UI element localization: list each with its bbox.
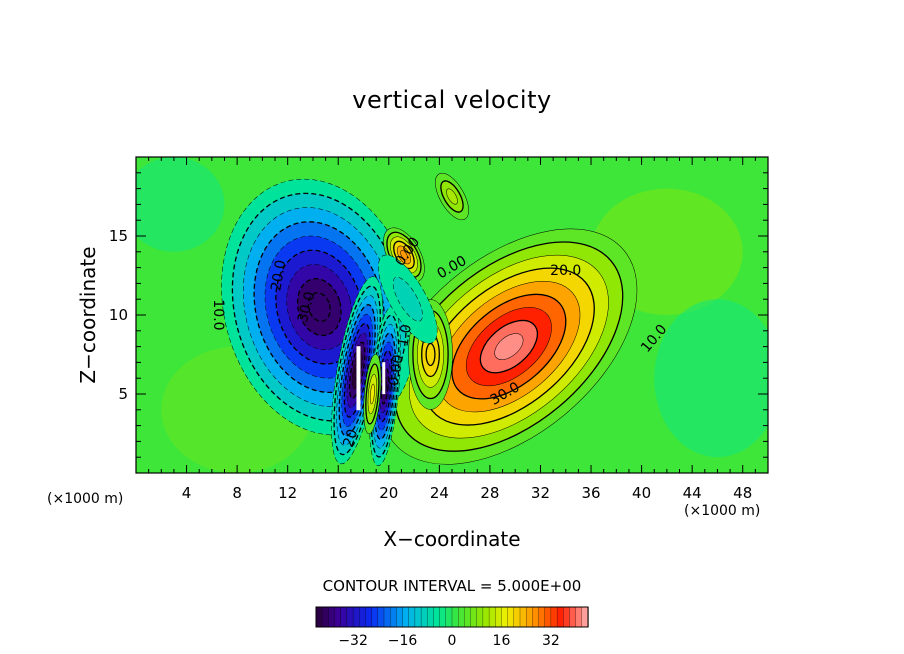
contour-region xyxy=(494,333,524,360)
y-tick-label: 10 xyxy=(109,306,128,324)
x-unit-right: (×1000 m) xyxy=(684,503,761,519)
colorbar-swatch xyxy=(569,606,577,628)
x-tick-label: 16 xyxy=(329,484,348,502)
contour-label: 20.0 xyxy=(550,263,581,279)
colorbar-swatch xyxy=(519,606,527,628)
x-tick-label: 24 xyxy=(430,484,449,502)
colorbar-swatch xyxy=(470,606,478,628)
colorbar-swatch xyxy=(575,606,583,628)
colorbar-tick-label: 32 xyxy=(542,633,560,649)
colorbar-frame xyxy=(315,606,589,628)
colorbar-swatch xyxy=(414,606,422,628)
colorbar-swatch xyxy=(371,606,379,628)
colorbar-swatch xyxy=(513,606,521,628)
colorbar-swatch xyxy=(556,606,564,628)
colorbar-swatch xyxy=(550,606,558,628)
y-tick-label: 15 xyxy=(109,227,128,245)
colorbar-swatch xyxy=(315,606,323,628)
colorbar-swatch xyxy=(526,606,534,628)
colorbar-swatch xyxy=(458,606,466,628)
colorbar-swatch xyxy=(359,606,367,628)
x-tick-label: 28 xyxy=(480,484,499,502)
x-axis-label: X−coordinate xyxy=(383,527,521,551)
colorbar-swatch xyxy=(464,606,472,628)
x-tick-label: 32 xyxy=(531,484,550,502)
colorbar-swatch xyxy=(488,606,496,628)
colorbar-swatch xyxy=(420,606,428,628)
colorbar-swatch xyxy=(538,606,546,628)
colorbar-swatch xyxy=(433,606,441,628)
contour-region xyxy=(392,276,423,322)
x-tick-label: 44 xyxy=(683,484,702,502)
contour-label: 20 xyxy=(340,427,361,449)
x-tick-label: 12 xyxy=(278,484,297,502)
colorbar-tick-label: 0 xyxy=(448,633,457,649)
colorbar-swatch xyxy=(507,606,515,628)
contour-region xyxy=(446,188,458,205)
colorbar-swatch xyxy=(396,606,404,628)
contour-label: 0.00 xyxy=(386,354,407,387)
colorbar-swatch xyxy=(334,606,342,628)
x-tick-label: 8 xyxy=(232,484,242,502)
x-tick-label: 36 xyxy=(581,484,600,502)
colorbar-swatch xyxy=(322,606,330,628)
colorbar-swatch xyxy=(581,606,589,628)
colorbar-tick-label: −32 xyxy=(338,633,368,649)
x-tick-label: 20 xyxy=(379,484,398,502)
colorbar-swatch xyxy=(328,606,336,628)
contour-region xyxy=(400,250,408,260)
x-tick-label: 40 xyxy=(632,484,651,502)
colorbar-swatch xyxy=(346,606,354,628)
colorbar-tick-label: 16 xyxy=(493,633,511,649)
colorbar-swatch xyxy=(451,606,459,628)
colorbar-swatch xyxy=(340,606,348,628)
contour-label: 20.0 xyxy=(268,259,289,292)
colorbar-swatch xyxy=(495,606,503,628)
colorbar-swatch xyxy=(383,606,391,628)
colorbar-swatch xyxy=(532,606,540,628)
field-anomaly xyxy=(136,157,225,252)
colorbar-swatch xyxy=(377,606,385,628)
colorbar-swatch xyxy=(501,606,509,628)
colorbar-tick-label: −16 xyxy=(388,633,418,649)
colorbar-swatch xyxy=(408,606,416,628)
colorbar-swatch xyxy=(352,606,360,628)
contour-label: 1.0 xyxy=(395,323,415,348)
colorbar-swatch xyxy=(365,606,373,628)
contour-region xyxy=(425,342,436,367)
colorbar-swatch xyxy=(390,606,398,628)
colorbar-swatch xyxy=(439,606,447,628)
contour-region xyxy=(307,292,331,322)
saturated-core xyxy=(382,362,386,395)
colorbar-swatch xyxy=(544,606,552,628)
contour-label: 30.0 xyxy=(295,290,319,324)
x-tick-label: 4 xyxy=(182,484,192,502)
colorbar-swatch xyxy=(476,606,484,628)
colorbar-swatch xyxy=(427,606,435,628)
x-unit-left: (×1000 m) xyxy=(47,491,124,507)
x-tick-label: 48 xyxy=(733,484,752,502)
contour-region xyxy=(369,383,375,405)
contour-label: 10.0 xyxy=(210,299,226,330)
chart-title: vertical velocity xyxy=(352,86,552,114)
colorbar-swatch xyxy=(563,606,571,628)
colorbar-swatch xyxy=(445,606,453,628)
y-tick-label: 5 xyxy=(118,385,128,403)
field-anomaly xyxy=(654,299,768,458)
contour-interval-label: CONTOUR INTERVAL = 5.000E+00 xyxy=(322,577,582,595)
colorbar-swatch xyxy=(482,606,490,628)
saturated-core xyxy=(356,346,361,411)
colorbar-swatch xyxy=(402,606,410,628)
